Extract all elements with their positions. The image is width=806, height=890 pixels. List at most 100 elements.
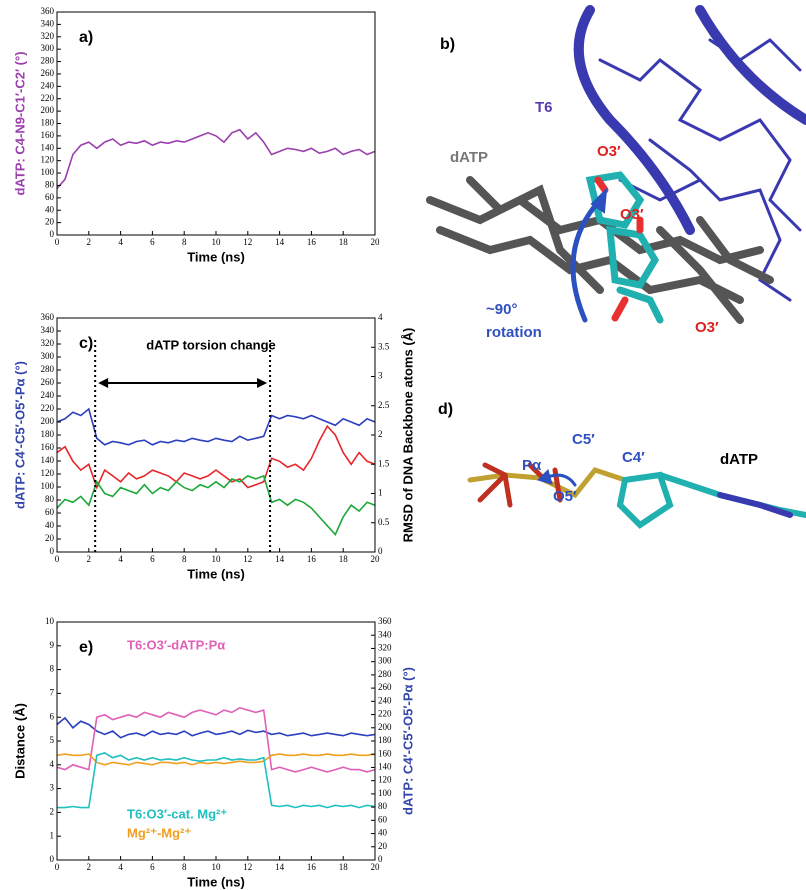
- x-tick-label: 2: [87, 554, 92, 564]
- plot-frame: [56, 621, 376, 861]
- x-tick-label: 6: [150, 862, 155, 872]
- y2-tick-label: 4: [378, 312, 383, 322]
- y-tick-label: 40: [45, 204, 55, 214]
- y2-tick-label: 20: [378, 841, 388, 851]
- label-rotation: rotation: [486, 324, 542, 341]
- x-tick-label: 2: [87, 862, 92, 872]
- y-tick-label: 180: [41, 118, 55, 128]
- y-tick-label: 220: [41, 93, 55, 103]
- molecule-b: [426, 5, 806, 324]
- label-o5: O5′: [553, 488, 577, 505]
- y-tick-label: 160: [41, 130, 55, 140]
- y-tick-label: 280: [41, 56, 55, 66]
- label-angle: ~90°: [486, 301, 517, 318]
- y-tick-label: 220: [41, 403, 55, 413]
- x-tick-label: 16: [307, 554, 317, 564]
- y-tick-label: 100: [41, 167, 55, 177]
- y-tick-label: 100: [41, 481, 55, 491]
- x-tick-label: 8: [182, 862, 187, 872]
- y-tick-label: 140: [41, 142, 55, 152]
- label-datp: dATP: [450, 149, 488, 166]
- y-tick-label: 3: [50, 783, 55, 793]
- plot-frame: [56, 317, 376, 553]
- y2-tick-label: 260: [378, 682, 392, 692]
- x-tick-label: 12: [243, 554, 252, 564]
- label-o3: O3′: [597, 143, 621, 160]
- y-tick-label: 10: [45, 616, 55, 626]
- x-tick-label: 2: [87, 237, 92, 247]
- y-tick-label: 6: [50, 711, 55, 721]
- x-tick-label: 14: [275, 862, 285, 872]
- x-tick-label: 18: [339, 554, 349, 564]
- x-tick-label: 12: [243, 862, 252, 872]
- y2-tick-label: 360: [378, 616, 392, 626]
- y2-axis-title: dATP: C4′-C5′-O5′-Pα (°): [400, 667, 415, 815]
- y-tick-label: 60: [45, 192, 55, 202]
- y-tick-label: 0: [50, 546, 55, 556]
- x-tick-label: 12: [243, 237, 252, 247]
- legend-entry: Mg²⁺-Mg²⁺: [127, 825, 191, 840]
- y-axis-title: dATP: C4′-C5′-O5′-Pα (°): [12, 361, 27, 509]
- x-tick-label: 18: [339, 237, 349, 247]
- x-axis-title: Time (ns): [187, 874, 245, 889]
- y-tick-label: 0: [50, 229, 55, 239]
- y2-tick-label: 1.5: [378, 458, 390, 468]
- x-tick-label: 6: [150, 237, 155, 247]
- y2-tick-label: 100: [378, 788, 392, 798]
- data-line: [56, 424, 376, 490]
- x-tick-label: 18: [339, 862, 349, 872]
- y2-axis-title: RMSD of DNA Backbone atoms (Å): [400, 328, 415, 543]
- y2-tick-label: 0.5: [378, 517, 390, 527]
- y2-tick-label: 0: [378, 854, 383, 864]
- y2-tick-label: 3.5: [378, 341, 390, 351]
- y2-tick-label: 320: [378, 643, 392, 653]
- label-palpha: Pα: [522, 457, 542, 474]
- y-tick-label: 1: [50, 830, 55, 840]
- label-o3: O3′: [620, 206, 644, 223]
- x-tick-label: 10: [212, 554, 222, 564]
- x-tick-label: 10: [212, 237, 222, 247]
- y2-tick-label: 220: [378, 709, 392, 719]
- panel-label: b): [440, 36, 455, 53]
- y2-tick-label: 3: [378, 371, 383, 381]
- y2-tick-label: 80: [378, 801, 388, 811]
- annotation: dATP torsion change: [146, 337, 276, 352]
- y-tick-label: 260: [41, 68, 55, 78]
- y-tick-label: 240: [41, 80, 55, 90]
- y-tick-label: 7: [50, 687, 55, 697]
- panel-label: d): [438, 401, 453, 418]
- panel-label: a): [79, 29, 93, 46]
- y2-tick-label: 0: [378, 546, 383, 556]
- y2-tick-label: 340: [378, 629, 392, 639]
- label-t6: T6: [535, 99, 553, 116]
- data-line: [56, 716, 376, 739]
- x-tick-label: 8: [182, 237, 187, 247]
- y2-tick-label: 300: [378, 656, 392, 666]
- y-tick-label: 5: [50, 735, 55, 745]
- y-tick-label: 20: [45, 533, 55, 543]
- y-tick-label: 2: [50, 806, 55, 816]
- x-tick-label: 10: [212, 862, 222, 872]
- label-datp: dATP: [720, 451, 758, 468]
- y-tick-label: 120: [41, 468, 55, 478]
- x-tick-label: 6: [150, 554, 155, 564]
- x-tick-label: 20: [371, 237, 381, 247]
- panel-label: e): [79, 639, 93, 656]
- x-tick-label: 20: [371, 554, 381, 564]
- y-tick-label: 120: [41, 155, 55, 165]
- label-c4: C4′: [622, 449, 645, 466]
- x-tick-label: 14: [275, 554, 285, 564]
- data-line: [56, 706, 376, 773]
- plot-frame: [56, 11, 376, 236]
- legend-entry: T6:O3′-cat. Mg²⁺: [127, 806, 227, 821]
- label-c5: C5′: [572, 431, 595, 448]
- y2-tick-label: 60: [378, 814, 388, 824]
- x-tick-label: 8: [182, 554, 187, 564]
- y2-tick-label: 40: [378, 828, 388, 838]
- data-line: [57, 752, 376, 809]
- x-tick-label: 0: [55, 862, 60, 872]
- legend-entry: T6:O3′-dATP:Pα: [127, 637, 225, 652]
- y2-tick-label: 200: [378, 722, 392, 732]
- data-line: [56, 753, 376, 766]
